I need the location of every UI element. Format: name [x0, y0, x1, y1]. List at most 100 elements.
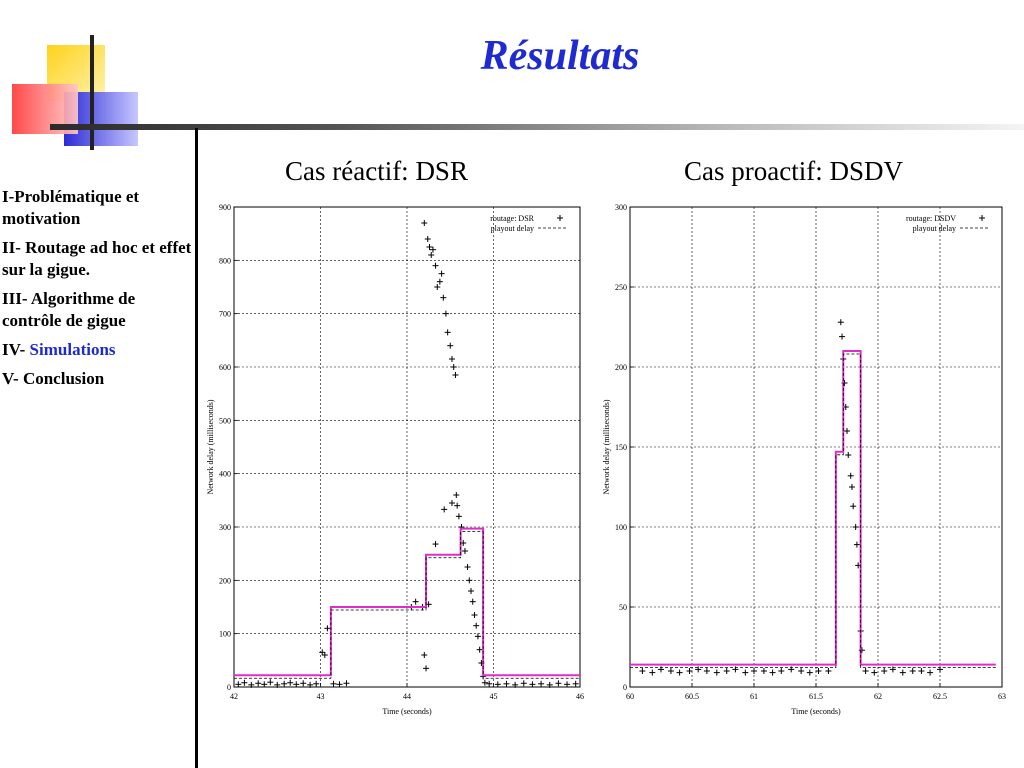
data-point	[695, 666, 702, 673]
data-point	[572, 680, 579, 687]
x-tick-label: 63	[998, 692, 1006, 701]
data-point	[455, 513, 462, 520]
data-point	[844, 428, 850, 434]
data-point	[471, 612, 478, 618]
data-point	[450, 364, 457, 370]
legend-label: playout delay	[491, 224, 534, 233]
sidebar-item-problematique: I-Problématique et motivation	[2, 187, 140, 228]
title-rule	[50, 124, 1024, 130]
data-point	[313, 680, 320, 687]
data-point	[806, 669, 813, 676]
data-point	[293, 681, 300, 688]
y-tick-label: 800	[219, 256, 231, 265]
x-tick-label: 60.5	[685, 692, 699, 701]
legend-swatch	[979, 215, 985, 221]
data-point	[267, 679, 274, 686]
data-point	[474, 633, 481, 640]
data-point	[853, 541, 860, 548]
x-tick-label: 44	[403, 692, 411, 701]
data-point	[442, 310, 449, 317]
data-point	[815, 668, 822, 674]
data-point	[845, 452, 852, 458]
data-point	[444, 329, 451, 336]
x-tick-label: 62	[874, 692, 882, 701]
data-point	[274, 681, 281, 688]
x-tick-label: 60	[626, 692, 634, 701]
sidebar-item-routage: II- Routage ad hoc et effet sur la gigue…	[2, 238, 192, 279]
data-point	[742, 669, 749, 676]
data-point	[319, 649, 326, 656]
data-point	[881, 668, 888, 674]
data-point	[486, 680, 493, 687]
data-point	[336, 681, 343, 688]
data-point	[555, 680, 562, 687]
data-point	[564, 681, 571, 688]
data-point	[686, 668, 693, 674]
y-tick-label: 400	[219, 470, 231, 479]
y-tick-label: 700	[219, 310, 231, 319]
data-point	[248, 681, 255, 688]
data-point	[453, 492, 460, 498]
logo-decoration	[12, 35, 138, 150]
chart-dsr: 42 43 44 45 46 0 100 200 300 400 500 600 700 800 900 Ti…	[206, 203, 584, 716]
data-point	[307, 681, 314, 688]
data-point	[447, 342, 454, 349]
data-point	[448, 500, 455, 506]
sidebar-item-conclusion: V- Conclusion	[2, 369, 105, 388]
x-axis-label: Time (seconds)	[382, 707, 432, 716]
data-point	[538, 680, 545, 687]
data-point	[769, 669, 776, 676]
data-point	[852, 524, 859, 530]
data-point	[520, 680, 527, 687]
x-tick-label: 43	[317, 692, 325, 701]
data-point	[676, 669, 683, 676]
data-point	[429, 246, 436, 253]
data-point	[241, 679, 248, 686]
data-point	[871, 669, 878, 676]
data-point	[476, 646, 483, 653]
y-tick-label: 150	[615, 443, 627, 452]
data-point	[798, 668, 805, 674]
y-tick-label: 200	[219, 576, 231, 585]
x-tick-label: 61	[750, 692, 758, 701]
data-point	[529, 681, 536, 688]
data-point	[760, 668, 767, 674]
data-point	[667, 668, 674, 674]
y-axis-label: Network delay (milliseconds)	[206, 399, 215, 494]
data-point	[255, 680, 262, 687]
chart-title-dsdv: Cas proactif: DSDV	[684, 156, 903, 186]
y-tick-label: 250	[615, 283, 627, 292]
sidebar-item-algorithme: III- Algorithme de contrôle de gigue	[2, 289, 136, 330]
data-point	[918, 668, 925, 674]
data-point	[287, 679, 294, 686]
data-point	[546, 681, 553, 688]
data-point	[421, 652, 428, 658]
data-point	[426, 244, 433, 250]
data-point	[899, 669, 906, 676]
data-point	[473, 622, 480, 629]
data-point	[723, 668, 730, 674]
x-tick-label: 62.5	[933, 692, 947, 701]
x-tick-label: 46	[576, 692, 584, 701]
y-tick-label: 50	[619, 603, 627, 612]
y-tick-label: 0	[227, 683, 231, 692]
y-tick-label: 100	[219, 630, 231, 639]
y-tick-label: 0	[623, 683, 627, 692]
data-point	[343, 680, 350, 687]
y-tick-label: 500	[219, 416, 231, 425]
data-point	[434, 284, 441, 290]
x-tick-label: 42	[230, 692, 238, 701]
data-point	[300, 680, 307, 687]
data-point	[421, 220, 428, 226]
data-point	[432, 541, 439, 548]
legend-label: playout delay	[913, 224, 956, 233]
legend-label: routage: DSR	[490, 214, 534, 223]
playout-delay-dashed	[630, 353, 996, 669]
data-point	[235, 681, 242, 688]
playout-delay-dashed	[234, 531, 580, 679]
data-point	[424, 236, 431, 242]
data-point	[778, 668, 785, 674]
legend-swatch	[557, 215, 563, 221]
data-point	[850, 503, 857, 510]
data-point	[440, 294, 447, 301]
